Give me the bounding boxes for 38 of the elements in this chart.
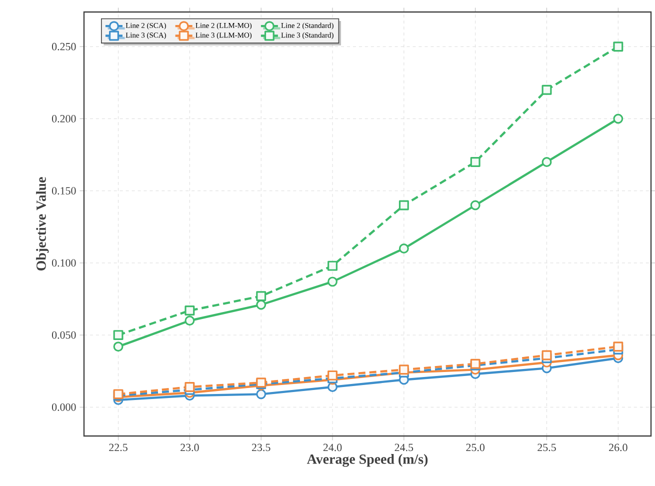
point	[398, 364, 409, 375]
point	[184, 316, 195, 326]
y-tick-label: 0.250	[52, 42, 76, 50]
point	[184, 382, 195, 392]
point	[470, 200, 480, 210]
x-tick-label: 22.5	[109, 444, 128, 452]
point	[398, 200, 409, 210]
point	[184, 306, 195, 316]
point	[328, 260, 338, 271]
point	[542, 84, 552, 95]
point	[113, 330, 124, 340]
x-tick-label: 25.5	[538, 444, 556, 452]
point	[256, 389, 266, 400]
y-tick-label: 0.000	[52, 403, 76, 411]
point	[470, 156, 480, 167]
point	[328, 370, 338, 380]
point	[613, 114, 624, 124]
point	[542, 350, 552, 360]
y-axis-title: Objective Value	[36, 177, 49, 271]
y-tick-label: 0.200	[52, 115, 76, 122]
x-tick-label: 26.0	[609, 444, 628, 452]
x-tick-label: 23.0	[180, 444, 199, 452]
point	[256, 291, 266, 302]
y-tick-label: 0.150	[52, 187, 76, 195]
point	[113, 342, 124, 352]
point	[328, 276, 338, 287]
point	[613, 42, 624, 52]
point	[613, 342, 624, 352]
point	[542, 156, 552, 167]
x-axis-title: Average Speed (m/s)	[306, 454, 428, 467]
point	[398, 244, 409, 254]
point	[256, 300, 266, 310]
x-tick-label: 23.5	[252, 444, 270, 452]
y-tick-label: 0.100	[52, 259, 76, 267]
x-tick-label: 25.0	[466, 444, 485, 452]
y-tick-label: 0.050	[52, 331, 76, 339]
x-tick-label: 24.5	[394, 444, 414, 452]
x-tick-label: 24.0	[323, 444, 342, 452]
